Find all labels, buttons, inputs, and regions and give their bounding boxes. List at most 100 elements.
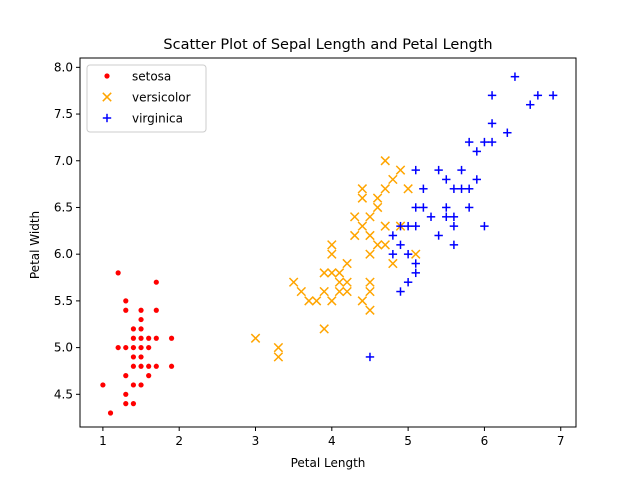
virginica-point bbox=[457, 165, 466, 175]
versicolor-point bbox=[380, 156, 390, 166]
virginica-point bbox=[426, 212, 436, 222]
versicolor-point bbox=[372, 240, 383, 250]
setosa-point bbox=[130, 344, 137, 351]
legend-label-virginica: virginica bbox=[132, 112, 183, 126]
versicolor-point bbox=[388, 258, 398, 269]
legend-marker-setosa bbox=[104, 73, 110, 79]
x-tick-label: 2 bbox=[175, 434, 183, 448]
legend-marker-virginica bbox=[102, 113, 112, 123]
legend-label-setosa: setosa bbox=[132, 70, 171, 84]
versicolor-point bbox=[311, 296, 322, 306]
virginica-point bbox=[487, 137, 497, 147]
versicolor-point bbox=[319, 324, 329, 334]
virginica-point bbox=[449, 240, 459, 250]
x-tick-label: 7 bbox=[557, 434, 565, 448]
versicolor-point bbox=[334, 286, 345, 297]
data-points bbox=[100, 72, 558, 416]
setosa-point bbox=[146, 335, 152, 341]
y-tick-label: 8.0 bbox=[54, 60, 73, 74]
virginica-point bbox=[449, 221, 459, 231]
virginica-point bbox=[510, 72, 520, 81]
versicolor-point bbox=[327, 240, 337, 250]
setosa-point bbox=[107, 410, 114, 416]
versicolor-point bbox=[357, 184, 368, 194]
virginica-point bbox=[503, 128, 512, 137]
versicolor-point bbox=[342, 258, 352, 269]
versicolor-point bbox=[357, 296, 368, 306]
y-tick-label: 6.0 bbox=[54, 247, 73, 261]
versicolor-point bbox=[380, 240, 390, 250]
y-tick-label: 6.5 bbox=[54, 200, 73, 214]
versicolor-point bbox=[388, 174, 398, 185]
x-tick-label: 1 bbox=[99, 434, 107, 448]
versicolor-point bbox=[357, 221, 368, 231]
versicolor-point bbox=[365, 212, 375, 222]
virginica-point bbox=[442, 212, 451, 222]
setosa-point bbox=[138, 382, 144, 388]
plot-frame bbox=[79, 57, 577, 428]
virginica-point bbox=[472, 175, 481, 184]
setosa-point bbox=[138, 316, 144, 323]
virginica-point bbox=[457, 184, 466, 193]
versicolor-point bbox=[273, 352, 284, 362]
setosa-point bbox=[138, 344, 144, 351]
virginica-point bbox=[388, 231, 398, 240]
virginica-point bbox=[480, 137, 489, 147]
versicolor-point bbox=[319, 268, 329, 278]
y-tick-label: 7.5 bbox=[54, 107, 73, 121]
setosa-point bbox=[130, 354, 137, 360]
setosa-point bbox=[100, 382, 106, 388]
virginica-point bbox=[449, 212, 459, 222]
y-axis: 4.5 5.0 5.5 6.0 6.5 7.0 7.5 8.0 bbox=[54, 60, 80, 401]
versicolor-point bbox=[395, 165, 406, 175]
y-tick-label: 5.0 bbox=[54, 341, 73, 355]
virginica-point bbox=[403, 221, 413, 231]
versicolor-point bbox=[403, 184, 413, 194]
versicolor-point bbox=[365, 305, 375, 315]
setosa-point bbox=[138, 363, 144, 369]
x-axis: 1 2 3 4 5 6 7 bbox=[99, 427, 565, 448]
setosa-point bbox=[138, 326, 144, 332]
y-tick-label: 5.5 bbox=[54, 294, 73, 308]
virginica-point bbox=[388, 249, 398, 259]
y-axis-title: Petal Width bbox=[28, 211, 42, 279]
chart-title: Scatter Plot of Sepal Length and Petal L… bbox=[163, 37, 492, 53]
setosa-point bbox=[153, 279, 159, 285]
legend-label-versicolor: versicolor bbox=[132, 91, 191, 105]
versicolor-point bbox=[349, 212, 360, 222]
virginica-point bbox=[411, 165, 420, 175]
virginica-point bbox=[411, 203, 420, 212]
versicolor-point bbox=[411, 249, 421, 259]
setosa-point bbox=[123, 298, 129, 304]
virginica-point bbox=[396, 221, 405, 231]
versicolor-point bbox=[365, 230, 375, 241]
versicolor-point bbox=[319, 286, 329, 297]
versicolor-point bbox=[365, 286, 375, 297]
setosa-point bbox=[130, 335, 137, 341]
versicolor-point bbox=[365, 249, 375, 259]
virginica-point bbox=[411, 259, 420, 268]
versicolor-point bbox=[327, 296, 337, 306]
virginica-point bbox=[365, 352, 375, 362]
x-tick-label: 4 bbox=[328, 434, 336, 448]
versicolor-point bbox=[365, 277, 375, 287]
virginica-point bbox=[449, 184, 459, 193]
virginica-point bbox=[396, 287, 405, 296]
setosa-point bbox=[146, 373, 152, 379]
setosa-point bbox=[115, 344, 121, 351]
legend-marker-versicolor bbox=[102, 92, 112, 102]
y-tick-label: 7.0 bbox=[54, 154, 73, 168]
versicolor-point bbox=[349, 230, 360, 241]
versicolor-point bbox=[334, 268, 345, 278]
virginica-point bbox=[419, 203, 428, 212]
setosa-point bbox=[123, 373, 129, 379]
virginica-point bbox=[487, 91, 497, 100]
versicolor-point bbox=[372, 202, 383, 213]
setosa-point bbox=[138, 307, 144, 313]
virginica-point bbox=[533, 91, 543, 100]
virginica-point bbox=[548, 91, 558, 100]
x-tick-label: 5 bbox=[404, 434, 412, 448]
setosa-point bbox=[123, 391, 129, 397]
setosa-point bbox=[153, 363, 159, 369]
